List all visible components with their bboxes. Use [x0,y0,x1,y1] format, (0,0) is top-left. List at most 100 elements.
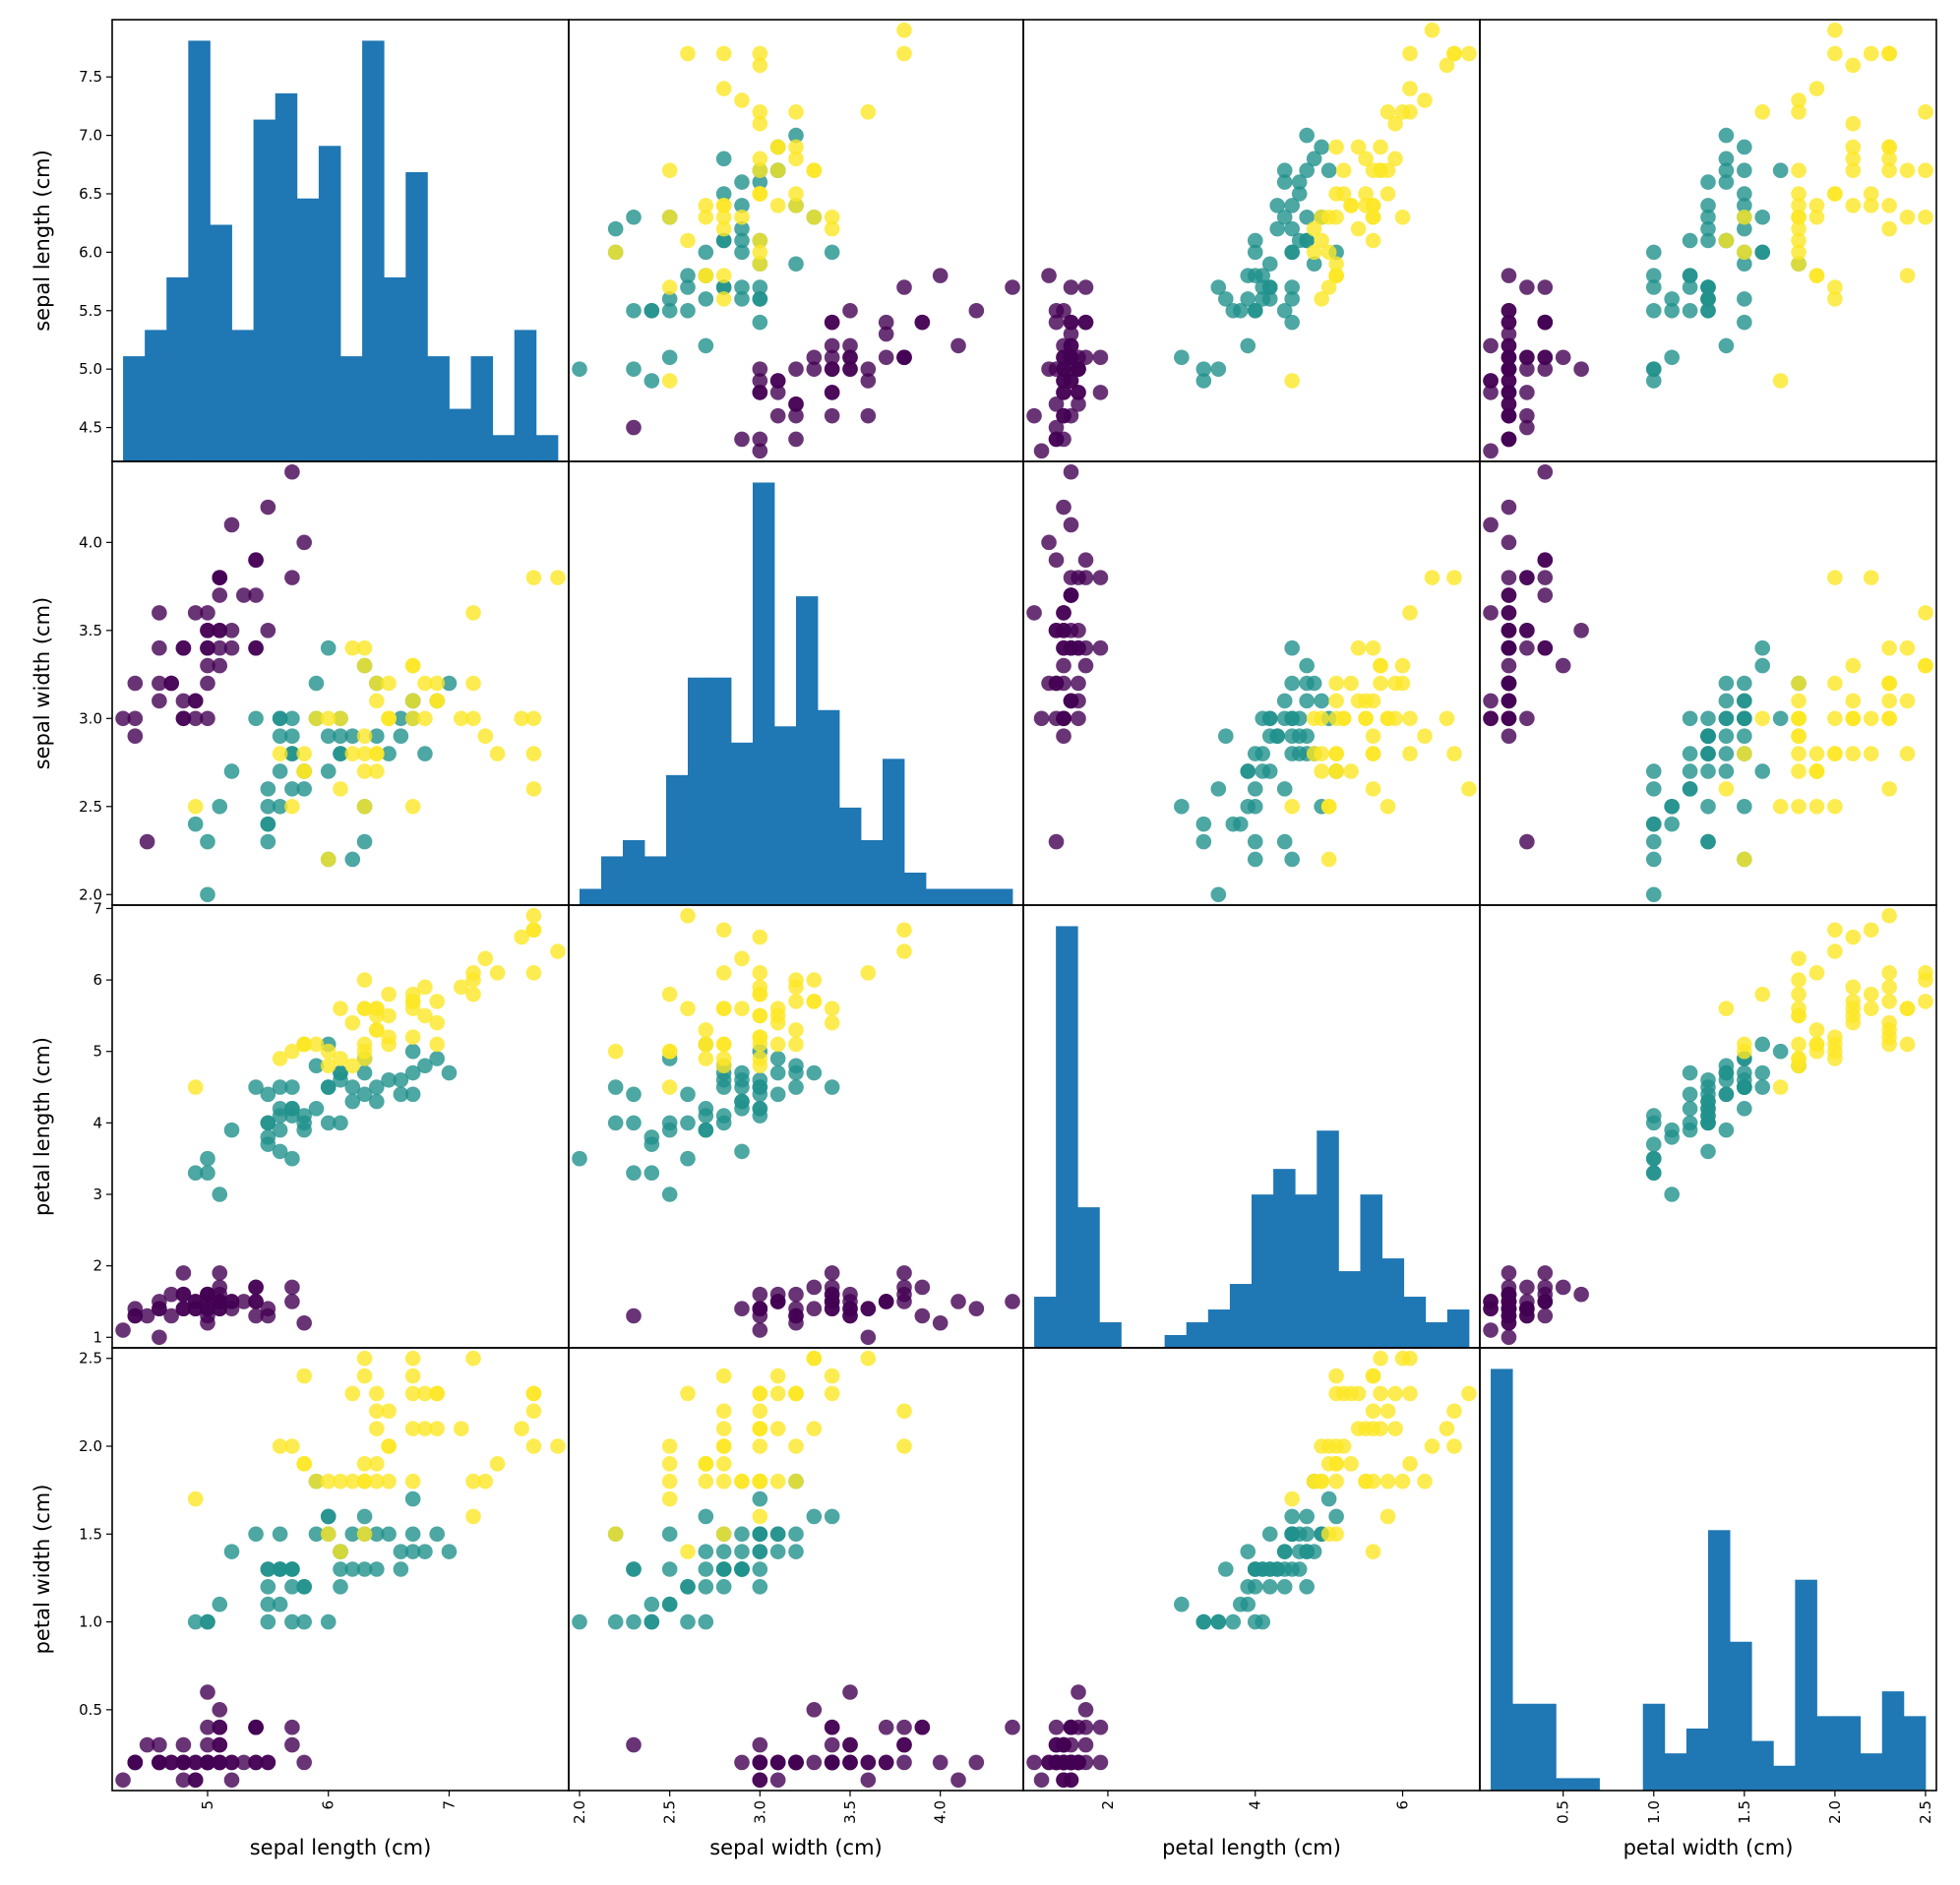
scatter-point [320,851,337,868]
hist-bar [904,872,927,905]
scatter-point [1299,1526,1315,1543]
scatter-point [1261,763,1278,779]
scatter-point [1645,302,1662,319]
scatter-point [356,1064,373,1081]
y-tick-label: 1.5 [79,1525,102,1543]
scatter-point [1682,1064,1698,1081]
scatter-point [1754,244,1771,261]
scatter-point [1483,1322,1499,1338]
scatter-point [1240,763,1256,779]
scatter-point [626,1115,642,1131]
scatter-point [1537,361,1554,377]
scatter-point [1827,45,1843,62]
scatter-point [788,1301,804,1317]
y-tick-label: 1 [92,1328,102,1346]
scatter-point [248,639,264,656]
scatter-point [356,798,373,815]
scatter-point [626,1613,642,1630]
scatter-point [698,1579,714,1595]
scatter-point [453,1421,469,1436]
scatter-point [842,1307,858,1324]
scatter-point [369,1007,385,1024]
scatter-point [1682,232,1698,249]
scatter-point [1056,385,1072,400]
scatter-point [525,710,542,727]
scatter-point [752,986,768,1003]
hist-bar [1252,1194,1274,1348]
scatter-point [1255,279,1271,295]
scatter-point [1737,746,1752,761]
scatter-point [824,1014,840,1031]
hist-bar [1056,926,1078,1348]
scatter-point [404,1385,421,1402]
scatter-point [1863,198,1879,213]
scatter-point [1808,763,1825,779]
scatter-point [788,1526,804,1543]
scatter-point [1387,115,1403,132]
scatter-point [824,1079,840,1095]
scatter-point [1718,1071,1735,1088]
scatter-point [769,198,786,213]
scatter-point [465,1473,481,1490]
scatter-point [465,675,481,692]
scatter-point [1863,45,1879,62]
scatter-point [1737,1064,1752,1081]
hist-bar [1903,1716,1927,1791]
scatter-point [1519,639,1535,656]
scatter-point [489,1456,506,1472]
scatter-point [1772,1079,1789,1095]
scatter-point [308,1526,325,1543]
scatter-point [260,1307,276,1324]
scatter-point [404,994,421,1009]
scatter-point [1501,326,1517,342]
scatter-point [1718,1058,1735,1074]
scatter-point [260,1115,276,1131]
scatter-point [333,746,348,761]
scatter-point [356,657,373,674]
scatter-point [272,1526,288,1543]
scatter-point [1827,22,1843,38]
scatter-point [1737,209,1752,225]
scatter-point [1195,373,1212,389]
scatter-point [1424,1438,1440,1454]
y-tick-label: 1.0 [79,1613,102,1631]
scatter-point [752,1736,768,1753]
hist-bar [818,709,840,905]
scatter-point [1350,693,1367,709]
scatter-point [1737,186,1752,202]
scatter-point [1056,675,1072,692]
scatter-point [769,385,786,400]
scatter-point [968,302,985,319]
scatter-point [284,1561,300,1577]
scatter-point [1718,232,1735,249]
scatter-point [680,232,696,249]
scatter-point [296,1579,312,1595]
scatter-point [715,1079,732,1095]
hist-bar [1338,1271,1361,1348]
scatter-point [788,1022,804,1038]
scatter-point [404,710,421,727]
scatter-point [842,302,858,319]
scatter-point [1005,1719,1020,1735]
scatter-point [429,1014,446,1031]
hist-bar [188,40,211,461]
scatter-point [1225,302,1242,319]
scatter-point [806,209,823,225]
scatter-point [248,1079,264,1095]
scatter-point [1573,623,1589,638]
hist-bar [1229,1284,1253,1348]
scatter-point [698,1473,714,1490]
scatter-point [788,139,804,155]
hist-bar [1838,1716,1862,1791]
scatter-point [1247,268,1263,283]
scatter-point [860,361,877,377]
scatter-point [333,728,348,744]
scatter-point [1682,710,1698,727]
scatter-point [175,1286,192,1303]
scatter-point [1056,728,1072,744]
scatter-point [200,639,215,656]
scatter-point [1033,710,1050,727]
scatter-point [1519,361,1535,377]
scatter-point [1791,693,1807,709]
scatter-point [1501,728,1517,744]
